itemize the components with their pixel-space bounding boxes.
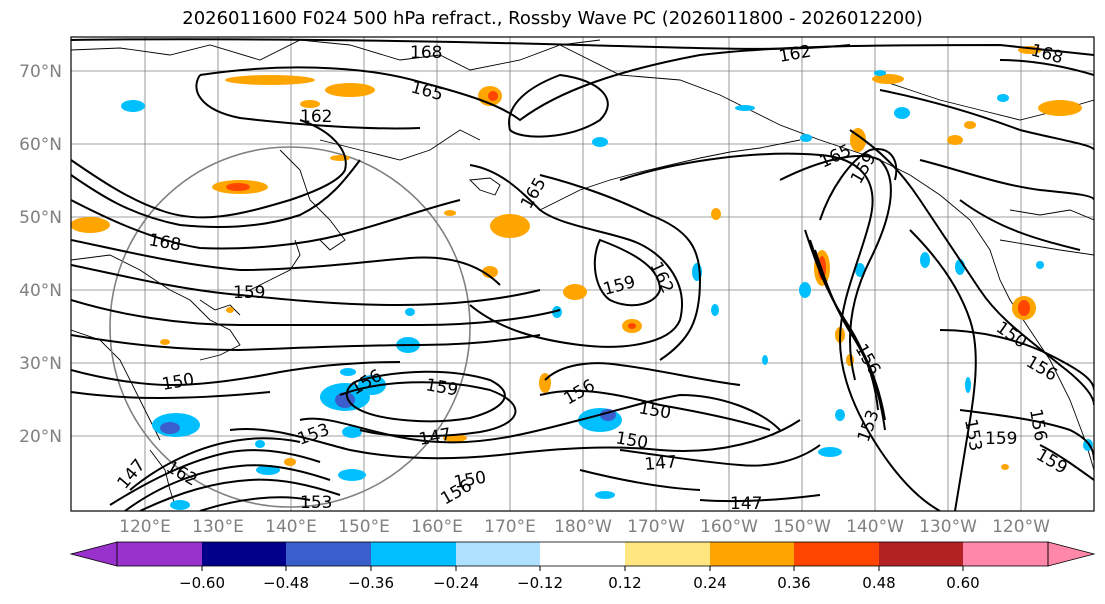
contour-label: 147 (644, 452, 678, 475)
contour-label: 159 (985, 429, 1017, 449)
colorbar-tick-label: −0.24 (433, 574, 479, 592)
lon-label-140e: 140°E (265, 517, 317, 537)
lat-label-70n: 70°N (19, 62, 62, 82)
lon-label-160e: 160°E (411, 517, 463, 537)
positive-anomaly-patches (71, 46, 1082, 470)
colorbar-tick-label: −0.36 (348, 574, 394, 592)
colorbar-tick-label: −0.48 (263, 574, 309, 592)
lat-label-60n: 60°N (19, 135, 62, 155)
colorbar-bin (456, 542, 540, 566)
lon-label-130w: 130°W (919, 517, 977, 537)
lon-label-170w: 170°W (627, 517, 685, 537)
contour-label: 168 (410, 43, 442, 63)
lon-label-150e: 150°E (338, 517, 390, 537)
lon-label-120e: 120°E (119, 517, 171, 537)
lat-label-50n: 50°N (19, 208, 62, 228)
colorbar-bin (794, 542, 879, 566)
colorbar-tick-label: 0.48 (862, 574, 896, 592)
lat-label-40n: 40°N (19, 281, 62, 301)
colorbar-tick-label: −0.60 (179, 574, 225, 592)
lon-label-130e: 130°E (192, 517, 244, 537)
colorbar (69, 541, 1096, 571)
map-frame (70, 36, 1095, 512)
height-contours (71, 38, 1094, 511)
map-title: 2026011600 F024 500 hPa refract., Rossby… (182, 8, 923, 29)
colorbar-bin (963, 542, 1048, 566)
colorbar-tick-label: 0.12 (608, 574, 642, 592)
lon-label-150w: 150°W (773, 517, 831, 537)
colorbar-arrow-high (1047, 541, 1096, 567)
colorbar-bin (371, 542, 456, 566)
colorbar-arrow-low (69, 541, 118, 567)
map-plot-area: 168 165 162 162 165 162 168 168 159 159 … (71, 37, 1094, 514)
region-circle (109, 146, 471, 508)
colorbar-bin (286, 542, 371, 566)
lat-label-30n: 30°N (19, 354, 62, 374)
contour-label: 159 (233, 283, 265, 303)
colorbar-bin (879, 542, 963, 566)
lat-label-20n: 20°N (19, 427, 62, 447)
colorbar-bin (710, 542, 794, 566)
contour-label: 153 (300, 493, 332, 513)
lon-label-120w: 120°W (992, 517, 1050, 537)
colorbar-tick-label: −0.12 (517, 574, 563, 592)
colorbar-tick-label: 0.60 (946, 574, 980, 592)
contour-label: 162 (300, 107, 332, 127)
lon-label-180w: 180°W (554, 517, 612, 537)
contour-label: 147 (730, 494, 762, 514)
lon-label-160w: 160°W (700, 517, 758, 537)
colorbar-tick-label: 0.24 (693, 574, 727, 592)
colorbar-bin (202, 542, 286, 566)
lon-label-170e: 170°E (484, 517, 536, 537)
colorbar-bin (540, 542, 625, 566)
colorbar-tick-label: 0.36 (777, 574, 811, 592)
colorbar-bin (117, 542, 202, 566)
lon-label-140w: 140°W (846, 517, 904, 537)
colorbar-bin (625, 542, 710, 566)
